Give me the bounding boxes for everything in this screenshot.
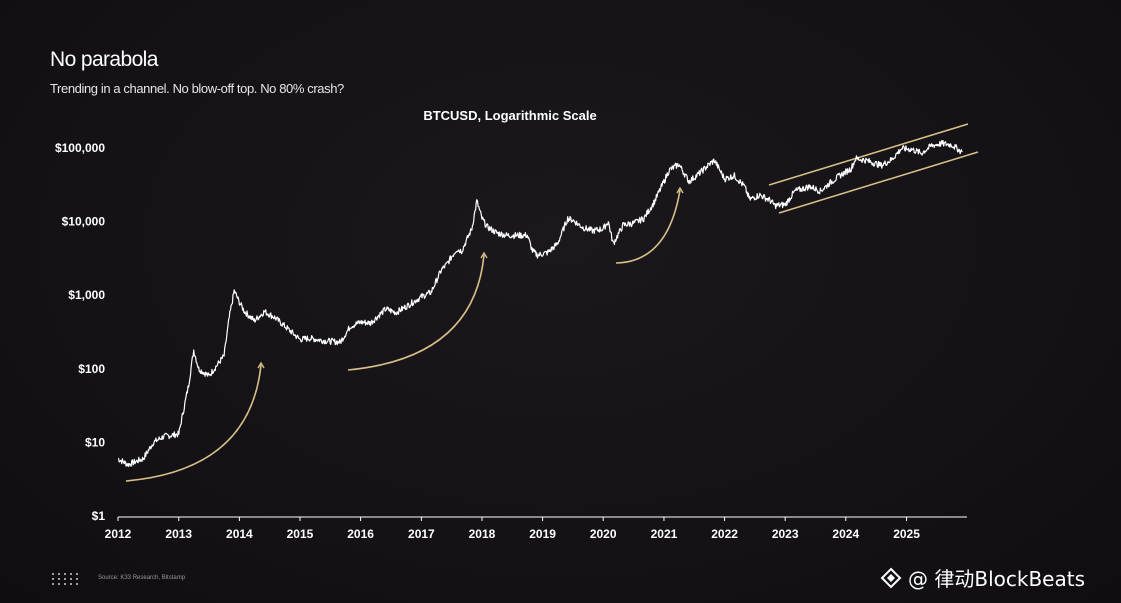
blockbeats-logo-icon [880,567,902,589]
trend-arrow-head [257,361,265,369]
k33-logo [52,573,78,585]
y-tick-label: $100,000 [55,141,105,155]
x-axis: 2012 2013 2014 2015 2016 2017 2018 2019 2020 2021… [105,516,967,541]
price-series [117,140,963,468]
x-tick-label: 2017 [408,527,435,541]
x-tick-label: 2019 [529,527,556,541]
x-tick-label: 2014 [226,527,253,541]
slide-subtitle: Trending in a channel. No blow-off top. … [50,81,344,96]
x-tick-label: 2023 [772,527,799,541]
x-tick-label: 2016 [347,527,374,541]
channel-upper-line [768,123,969,186]
y-tick-label: $100 [78,362,105,376]
y-axis: $1 $10 $100 $1,000 $10,000 $100,000 [55,141,105,523]
y-tick-label: $1,000 [68,288,105,302]
x-tick-label: 2025 [893,527,920,541]
trend-arrow [125,364,262,482]
x-tick-label: 2020 [590,527,617,541]
x-tick-label: 2015 [287,527,314,541]
trend-arrow [615,189,681,264]
x-tick-label: 2012 [105,527,132,541]
channel-lower-line [778,151,979,214]
slide-title: No parabola [50,48,158,71]
source-note: Source: K33 Research, Bitstamp [98,575,186,581]
chart-title: BTCUSD, Logarithmic Scale [423,108,596,123]
annotations [125,123,979,482]
trend-arrow-head [480,251,488,259]
x-tick-label: 2024 [832,527,859,541]
y-tick-label: $1 [92,509,106,523]
x-tick-label: 2018 [469,527,496,541]
trend-arrow [347,254,485,371]
x-tick-label: 2022 [711,527,738,541]
x-tick-label: 2021 [651,527,678,541]
trend-arrow-head [676,186,684,194]
y-tick-label: $10 [85,435,105,449]
watermark-text: @ 律动BlockBeats [908,567,1085,591]
btc-price-line [117,140,963,468]
y-tick-label: $10,000 [62,215,106,229]
x-tick-label: 2013 [165,527,192,541]
watermark: @ 律动BlockBeats [880,563,1085,592]
